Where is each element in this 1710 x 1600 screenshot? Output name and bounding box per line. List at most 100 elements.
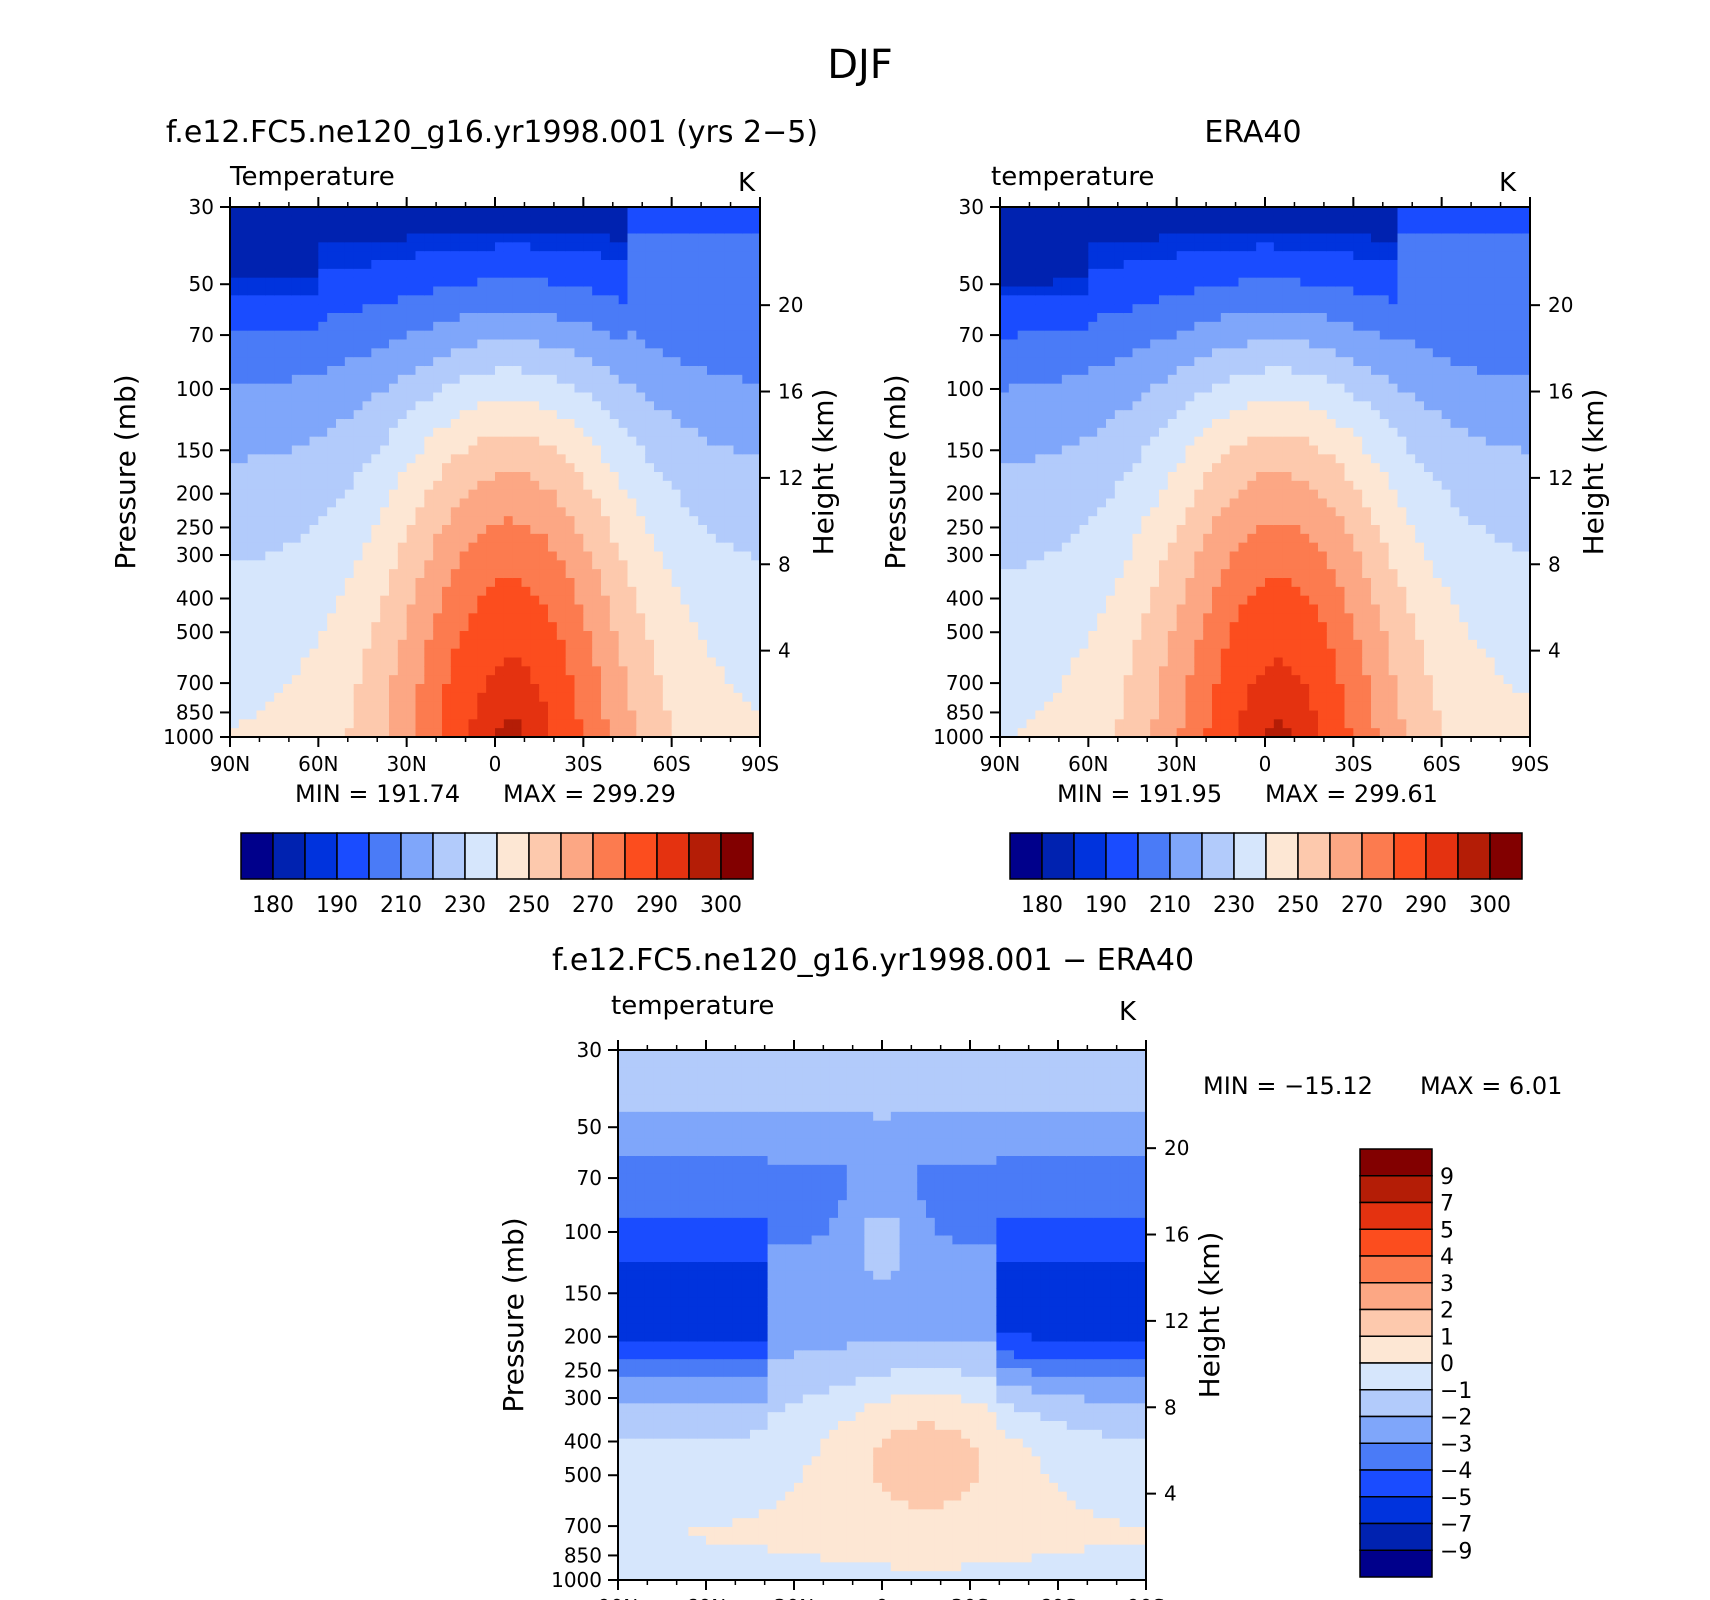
contour-cell bbox=[380, 260, 390, 270]
contour-cell bbox=[1159, 728, 1169, 738]
contour-cell bbox=[336, 684, 346, 694]
contour-cell bbox=[1044, 639, 1054, 650]
contour-cell bbox=[274, 427, 284, 438]
contour-cell bbox=[495, 657, 505, 667]
contour-cell bbox=[733, 454, 743, 464]
contour-cell bbox=[636, 419, 646, 429]
contour-cell bbox=[495, 604, 505, 614]
contour-cell bbox=[636, 578, 646, 588]
contour-cell bbox=[680, 330, 690, 341]
contour-cell bbox=[1035, 436, 1045, 447]
contour-cell bbox=[1132, 675, 1142, 685]
contour-cell bbox=[530, 207, 540, 217]
contour-cell bbox=[751, 383, 761, 394]
contour-cell bbox=[671, 525, 682, 535]
contour-cell bbox=[380, 348, 390, 358]
contour-cell bbox=[530, 286, 540, 296]
contour-cell bbox=[583, 648, 593, 659]
contour-cell bbox=[468, 719, 478, 729]
contour-cell bbox=[1176, 498, 1187, 508]
contour-cell bbox=[274, 224, 284, 235]
contour-cell bbox=[477, 613, 487, 623]
contour-cell bbox=[654, 578, 664, 588]
contour-cell bbox=[583, 489, 593, 500]
contour-cell bbox=[1044, 339, 1054, 349]
contour-cell bbox=[645, 357, 655, 367]
contour-cell bbox=[265, 622, 275, 632]
contour-cell bbox=[380, 207, 390, 217]
contour-cell bbox=[1159, 498, 1169, 508]
contour-cell bbox=[601, 207, 611, 217]
contour-cell bbox=[1070, 675, 1081, 685]
contour-cell bbox=[362, 648, 372, 659]
contour-cell bbox=[256, 613, 266, 623]
contour-cell bbox=[477, 498, 487, 508]
contour-cell bbox=[671, 436, 682, 447]
contour-cell bbox=[1150, 595, 1160, 606]
contour-cell bbox=[265, 728, 275, 738]
contour-cell bbox=[1044, 472, 1054, 482]
contour-cell bbox=[1061, 419, 1072, 429]
contour-cell bbox=[707, 701, 717, 712]
contour-cell bbox=[698, 604, 708, 614]
contour-cell bbox=[247, 586, 258, 597]
contour-cell bbox=[645, 419, 655, 429]
contour-cell bbox=[1088, 666, 1098, 676]
contour-cell bbox=[609, 268, 620, 279]
contour-cell bbox=[751, 472, 761, 482]
contour-cell bbox=[433, 525, 443, 535]
contour-cell bbox=[627, 277, 637, 288]
contour-cell bbox=[715, 489, 726, 500]
contour-cell bbox=[318, 684, 328, 694]
contour-cell bbox=[459, 357, 470, 367]
contour-cell bbox=[574, 295, 584, 305]
contour-cell bbox=[238, 366, 249, 376]
contour-cell bbox=[636, 224, 646, 235]
contour-cell bbox=[1167, 357, 1178, 367]
contour-cell bbox=[1017, 569, 1028, 579]
contour-cell bbox=[662, 516, 673, 526]
contour-cell bbox=[353, 684, 364, 694]
contour-cell bbox=[680, 242, 690, 252]
contour-cell bbox=[283, 233, 293, 243]
contour-cell bbox=[486, 268, 496, 279]
contour-cell bbox=[556, 454, 567, 464]
contour-cell bbox=[715, 586, 726, 597]
contour-cell bbox=[1017, 595, 1028, 606]
contour-cell bbox=[662, 207, 673, 217]
contour-cell bbox=[265, 313, 275, 323]
contour-cell bbox=[583, 268, 593, 279]
contour-cell bbox=[1035, 445, 1045, 455]
contour-cell bbox=[645, 374, 655, 385]
contour-cell bbox=[1150, 578, 1160, 588]
contour-cell bbox=[450, 692, 461, 703]
contour-cell bbox=[336, 313, 346, 323]
contour-cell bbox=[397, 383, 408, 394]
contour-cell bbox=[1097, 551, 1107, 561]
contour-cell bbox=[1106, 480, 1116, 491]
contour-cell bbox=[671, 604, 682, 614]
contour-cell bbox=[565, 648, 576, 659]
contour-cell bbox=[698, 639, 708, 650]
contour-cell bbox=[521, 622, 531, 632]
contour-cell bbox=[698, 710, 708, 720]
contour-cell bbox=[503, 321, 514, 332]
contour-cell bbox=[680, 666, 690, 676]
contour-cell bbox=[680, 392, 690, 402]
contour-cell bbox=[309, 604, 319, 614]
contour-cell bbox=[433, 260, 443, 270]
contour-cell bbox=[380, 410, 390, 420]
contour-cell bbox=[1044, 419, 1054, 429]
contour-cell bbox=[662, 357, 673, 367]
contour-cell bbox=[397, 366, 408, 376]
contour-cell bbox=[1026, 233, 1036, 243]
contour-cell bbox=[1150, 684, 1160, 694]
contour-cell bbox=[742, 560, 752, 570]
contour-cell bbox=[539, 454, 549, 464]
contour-cell bbox=[291, 401, 302, 411]
contour-cell bbox=[662, 445, 673, 455]
contour-cell bbox=[300, 604, 311, 614]
contour-cell bbox=[521, 313, 531, 323]
contour-cell bbox=[362, 666, 372, 676]
contour-cell bbox=[724, 498, 735, 508]
